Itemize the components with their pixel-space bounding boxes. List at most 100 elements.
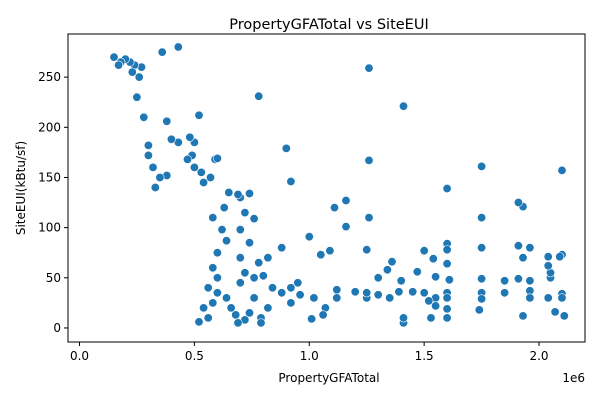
x-tick-label: 0.5	[185, 349, 204, 363]
data-point	[109, 52, 119, 62]
data-point	[245, 189, 255, 199]
data-point	[525, 276, 535, 286]
data-point	[150, 183, 160, 193]
data-point	[444, 275, 454, 285]
data-point	[387, 257, 397, 267]
data-point	[382, 265, 392, 275]
y-tick-label: 100	[38, 221, 61, 235]
data-point	[373, 273, 383, 283]
data-point	[199, 303, 209, 313]
data-point	[203, 283, 213, 293]
data-point	[364, 213, 374, 223]
data-point	[277, 243, 287, 253]
data-point	[362, 245, 372, 255]
data-point	[256, 318, 266, 328]
data-point	[431, 301, 441, 311]
data-point	[477, 243, 487, 253]
data-point	[208, 298, 218, 308]
data-point	[245, 308, 255, 318]
data-point	[132, 92, 142, 102]
data-point	[543, 261, 553, 271]
data-point	[557, 165, 567, 175]
data-point	[295, 290, 305, 300]
data-point	[332, 293, 342, 303]
y-tick-label: 200	[38, 120, 61, 134]
x-tick-label: 1.5	[415, 349, 434, 363]
data-point	[139, 112, 149, 122]
data-point	[224, 188, 234, 198]
data-point	[525, 293, 535, 303]
data-point	[394, 287, 404, 297]
data-point	[513, 274, 523, 284]
data-point	[385, 293, 395, 303]
data-point	[194, 317, 204, 327]
data-point	[127, 67, 137, 77]
data-point	[166, 134, 176, 144]
data-point	[281, 143, 291, 153]
x-tick-label: 2.0	[529, 349, 548, 363]
data-point	[513, 198, 523, 208]
y-axis-ticks: 0 50 100 150 200 250	[38, 70, 68, 335]
plot-frame	[67, 33, 586, 343]
x-axis-ticks: 0.0 0.5 1.0 1.5 2.0	[70, 342, 549, 363]
data-point	[155, 173, 165, 183]
data-point	[185, 132, 195, 142]
data-point	[143, 140, 153, 150]
data-point	[212, 273, 222, 283]
data-point	[231, 310, 241, 320]
data-point	[219, 203, 229, 213]
data-point	[442, 293, 452, 303]
data-point	[318, 310, 328, 320]
data-point	[428, 254, 438, 264]
data-point	[222, 236, 232, 246]
data-point	[217, 225, 227, 235]
data-point	[240, 268, 250, 278]
x-axis-offset-label: 1e6	[562, 371, 585, 385]
data-point	[341, 222, 351, 232]
data-point	[329, 203, 339, 213]
data-point	[249, 273, 259, 283]
data-point	[199, 178, 209, 188]
data-point	[240, 208, 250, 218]
data-point	[419, 246, 429, 256]
data-point	[143, 150, 153, 160]
data-point	[500, 288, 510, 298]
data-point	[114, 60, 124, 70]
data-point	[212, 248, 222, 258]
data-point	[396, 276, 406, 286]
data-point	[183, 154, 193, 164]
x-tick-label: 0.0	[70, 349, 89, 363]
data-point	[442, 184, 452, 194]
data-point	[398, 101, 408, 111]
data-point	[550, 307, 560, 317]
data-point	[263, 303, 273, 313]
chart-title: PropertyGFATotal vs SiteEUI	[229, 17, 429, 33]
data-point	[525, 243, 535, 253]
data-point	[309, 293, 319, 303]
data-point	[212, 153, 222, 163]
data-point	[341, 196, 351, 206]
data-point	[316, 250, 326, 260]
data-point	[477, 161, 487, 171]
data-point	[500, 276, 510, 286]
y-tick-label: 0	[53, 321, 61, 335]
data-point	[286, 177, 296, 187]
data-point	[307, 314, 317, 324]
data-point	[249, 214, 259, 224]
data-point	[222, 293, 232, 303]
data-point	[431, 272, 441, 282]
data-point	[194, 110, 204, 120]
data-point	[408, 287, 418, 297]
data-point	[286, 283, 296, 293]
data-point	[325, 246, 335, 256]
data-point	[245, 238, 255, 248]
y-tick-label: 50	[46, 271, 61, 285]
data-point	[208, 263, 218, 273]
data-point	[293, 278, 303, 288]
x-tick-label: 1.0	[300, 349, 319, 363]
data-point	[286, 298, 296, 308]
data-point	[555, 252, 565, 262]
points-layer	[109, 42, 569, 328]
data-point	[364, 63, 374, 73]
data-point	[226, 303, 236, 313]
